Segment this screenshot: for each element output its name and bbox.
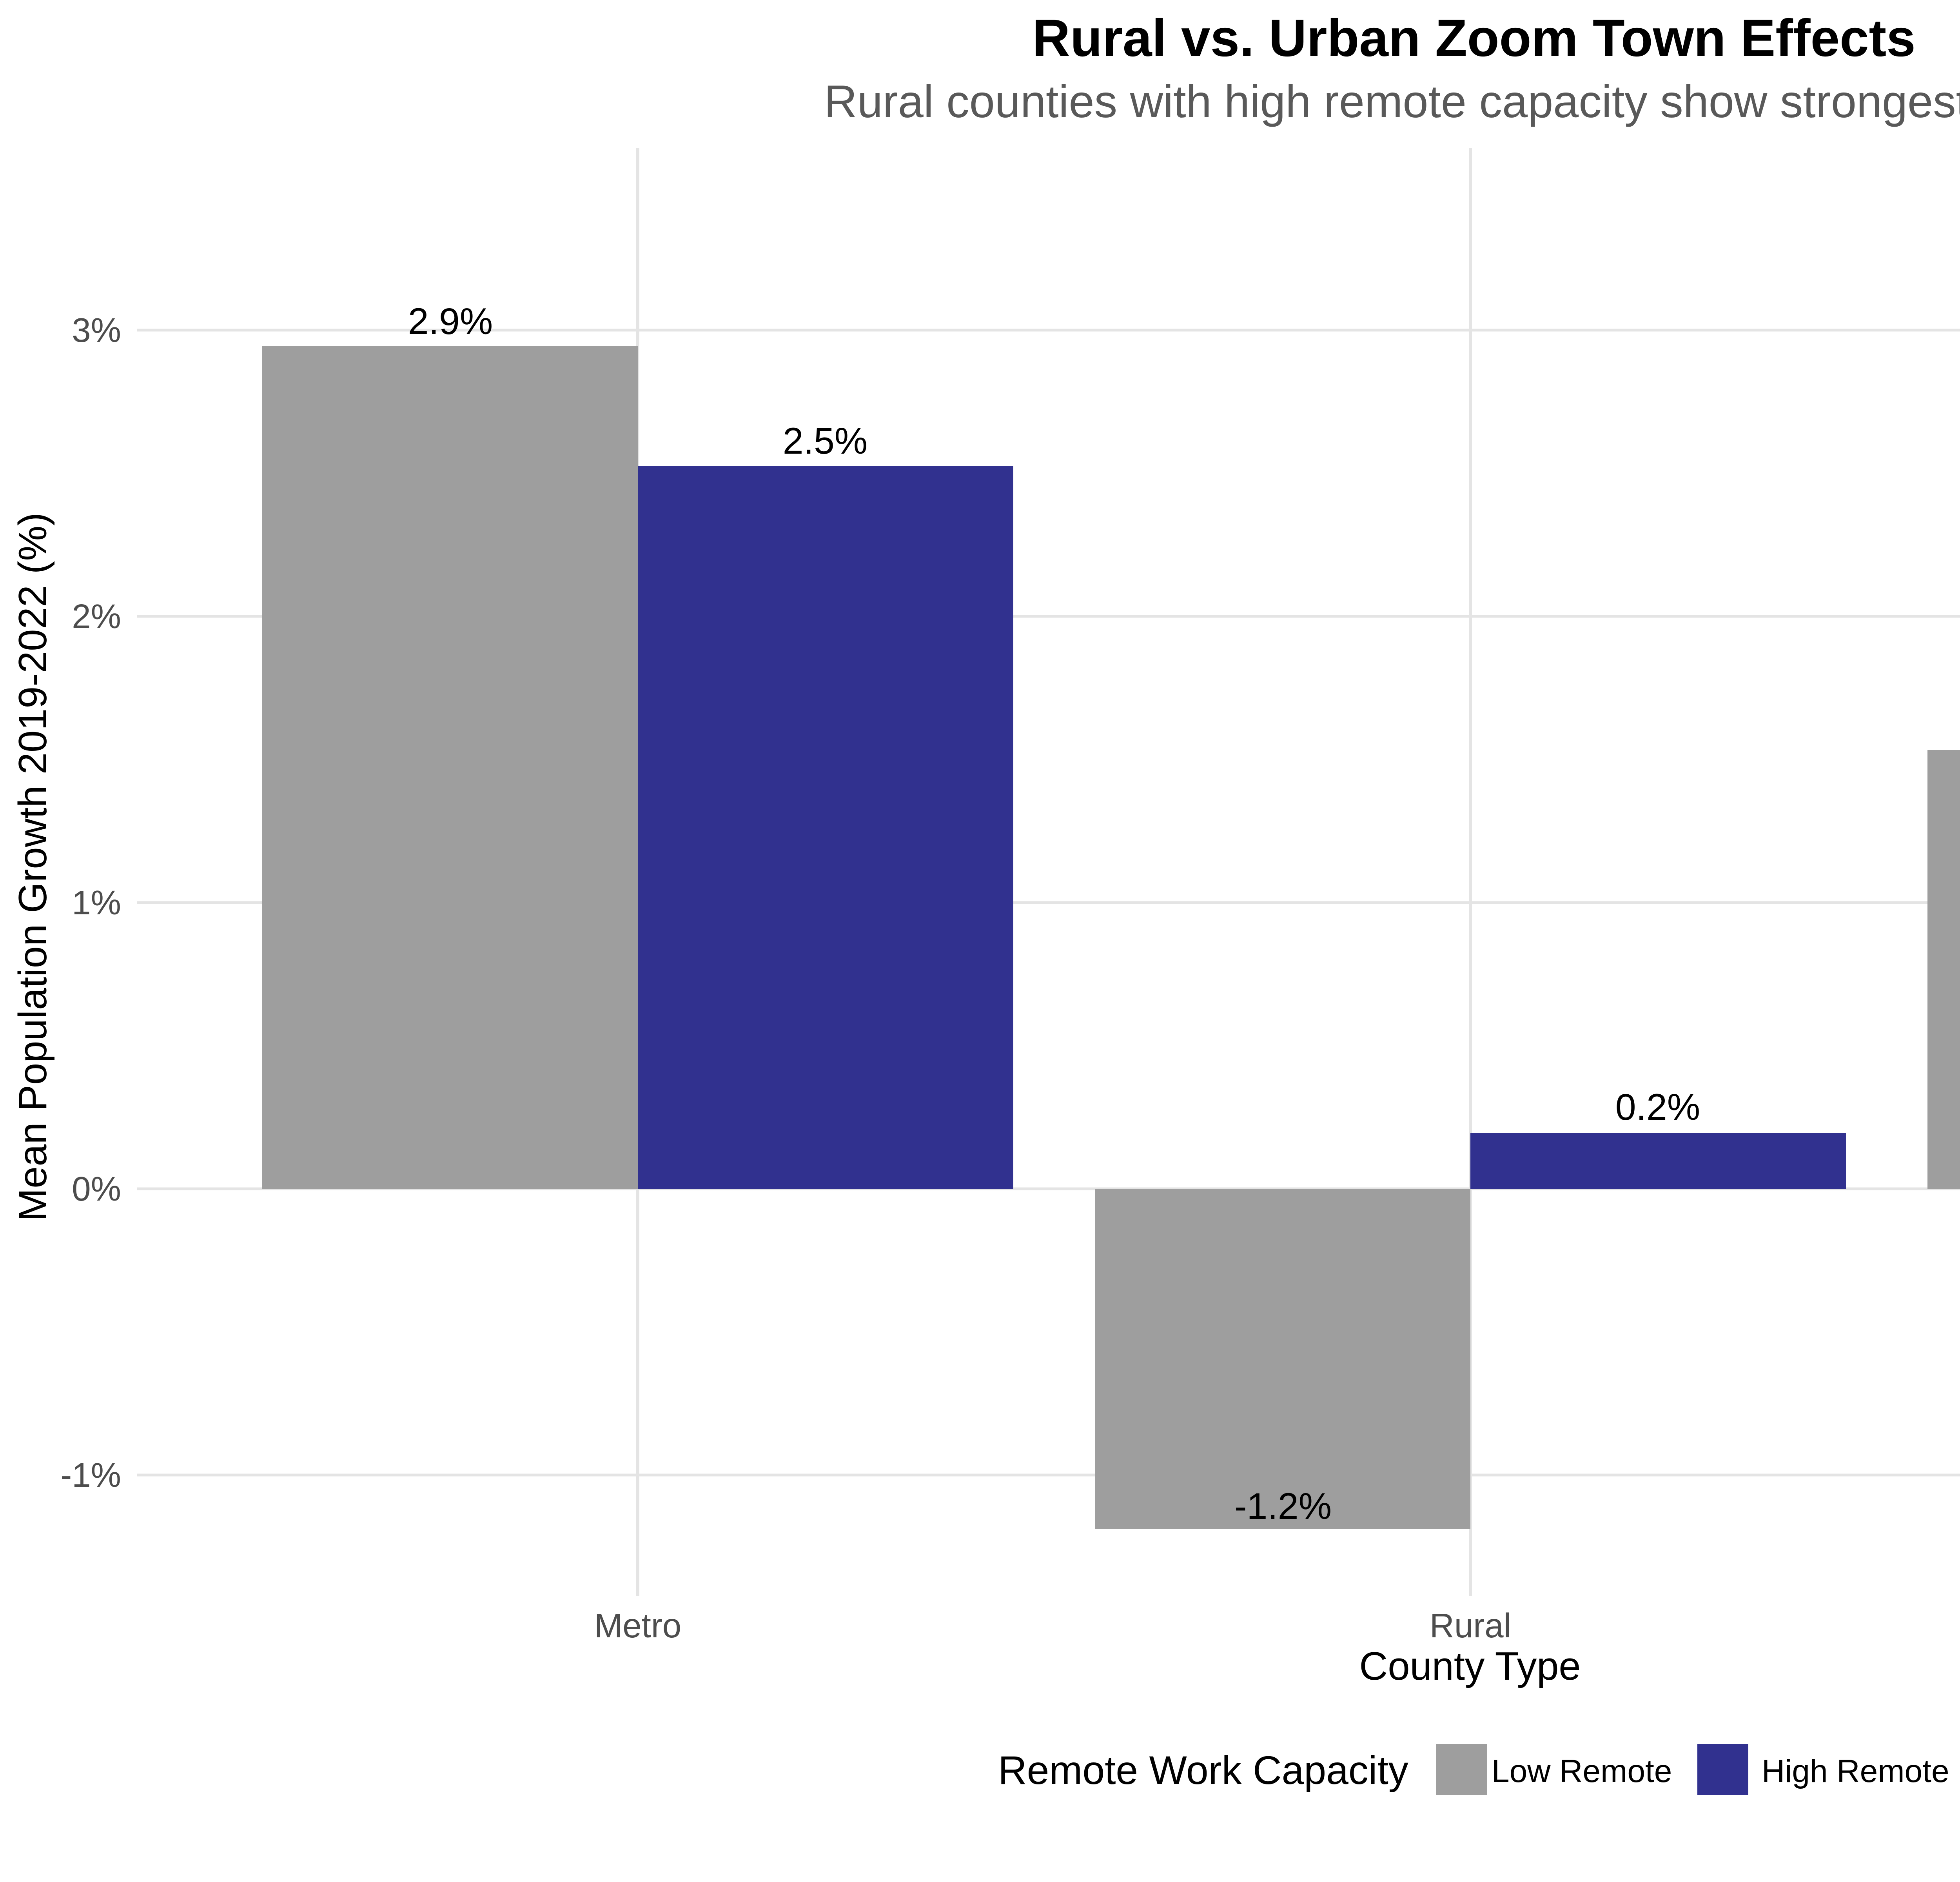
svg-text:2.5%: 2.5% xyxy=(783,420,868,462)
svg-text:2.9%: 2.9% xyxy=(408,301,493,342)
svg-text:High Remote: High Remote xyxy=(1762,1753,1949,1789)
svg-text:Rural: Rural xyxy=(1430,1607,1511,1645)
svg-text:1%: 1% xyxy=(72,884,121,922)
svg-text:Rural vs. Urban Zoom Town Effe: Rural vs. Urban Zoom Town Effects xyxy=(1032,9,1915,67)
svg-text:Remote Work Capacity: Remote Work Capacity xyxy=(998,1748,1408,1793)
svg-text:Rural counties with high remot: Rural counties with high remote capacity… xyxy=(824,76,1960,127)
svg-text:0%: 0% xyxy=(72,1170,121,1208)
svg-text:-1%: -1% xyxy=(60,1456,121,1494)
svg-text:Mean Population Growth 2019-20: Mean Population Growth 2019-2022 (%) xyxy=(11,512,55,1221)
svg-text:2%: 2% xyxy=(72,598,121,636)
svg-text:0.2%: 0.2% xyxy=(1615,1086,1700,1128)
svg-text:3%: 3% xyxy=(72,311,121,349)
svg-text:County Type: County Type xyxy=(1359,1644,1581,1688)
svg-text:-1.2%: -1.2% xyxy=(1234,1486,1332,1527)
svg-text:Metro: Metro xyxy=(594,1607,681,1645)
svg-text:Low Remote: Low Remote xyxy=(1492,1753,1672,1789)
